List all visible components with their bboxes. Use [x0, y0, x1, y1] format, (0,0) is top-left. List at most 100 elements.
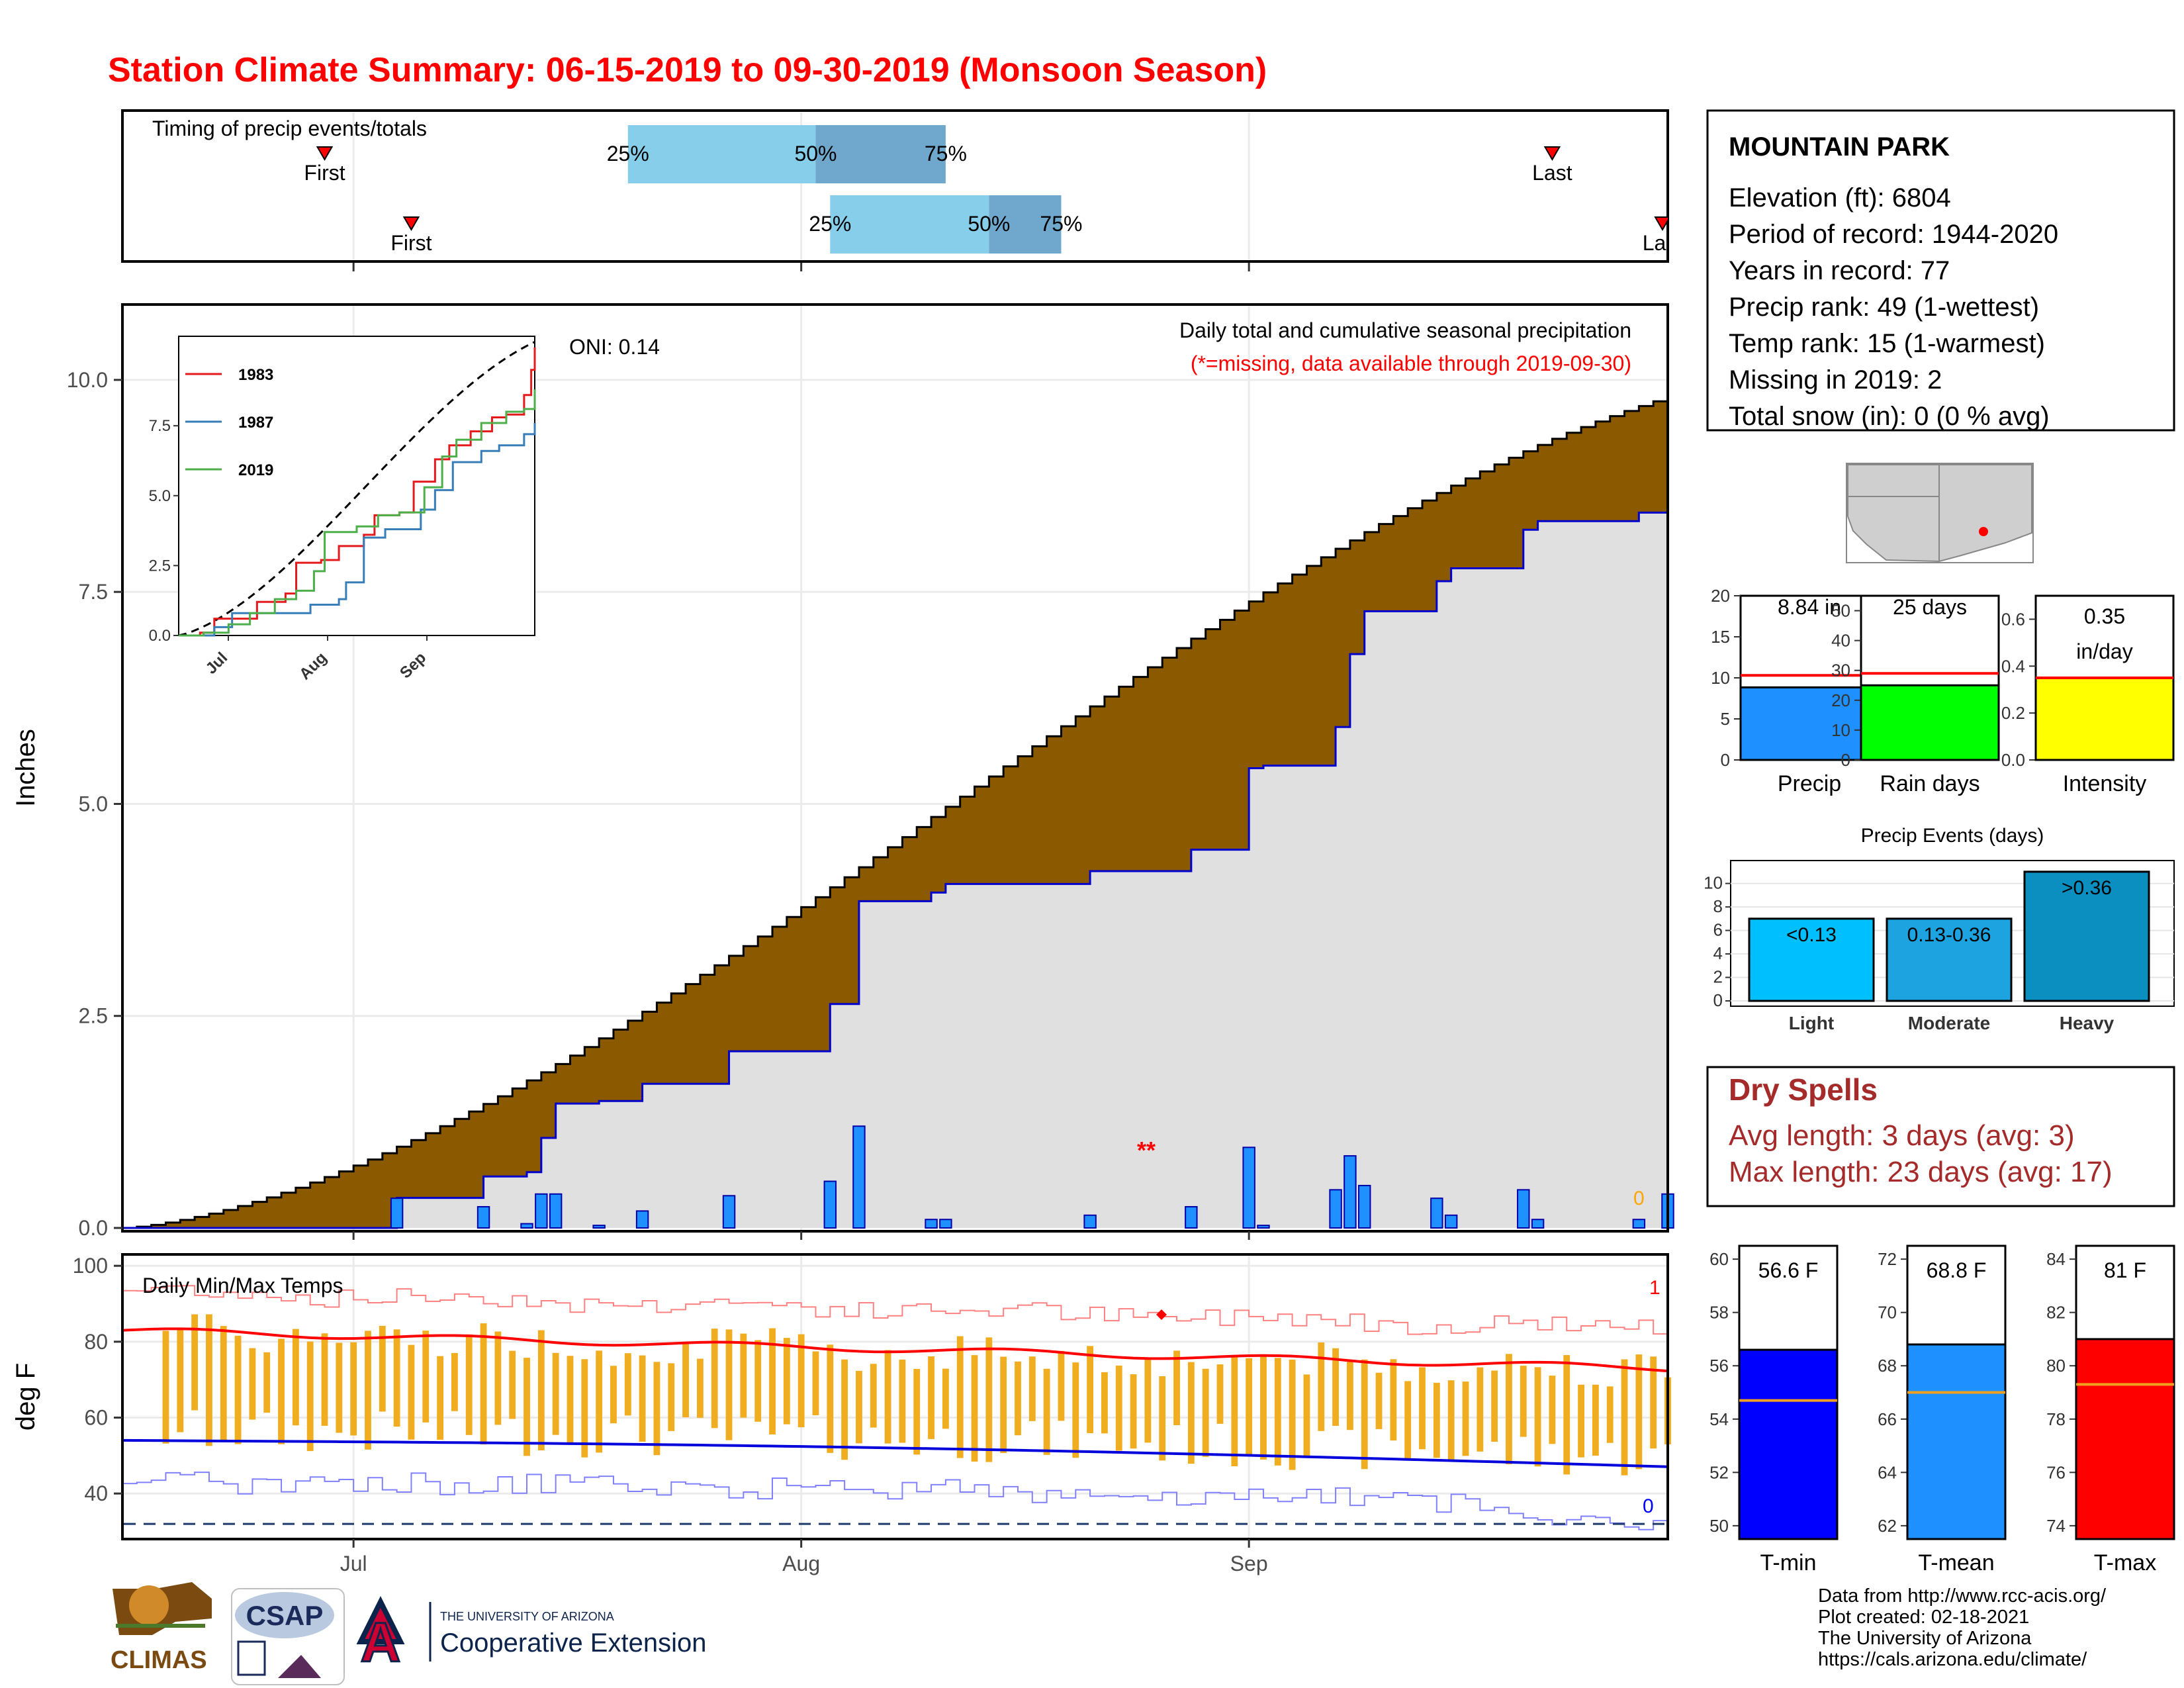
daily-temp-bar [971, 1355, 978, 1462]
inset-y-tick-label: 7.5 [149, 417, 171, 435]
station-name: MOUNTAIN PARK [1729, 132, 1950, 162]
daily-temp-bar [278, 1338, 285, 1444]
daily-temp-bar [1260, 1354, 1267, 1460]
mini-bar-value: 25 days [1893, 595, 1967, 619]
daily-precip-bar [1430, 1197, 1443, 1229]
mini-bar-value-unit: in/day [2076, 639, 2132, 663]
event-bar [1748, 917, 1875, 1002]
temp-panel: Daily Min/Max Temps deg F 1 0 406080100 … [11, 1253, 1671, 1575]
daily-temp-bar [1101, 1372, 1108, 1434]
temp-bar-value: 68.8 F [1927, 1258, 1987, 1282]
events-y-tick-label: 10 [1704, 873, 1723, 893]
mini-bar-tick-label: 0.6 [2001, 609, 2025, 629]
mini-bar-fill [1739, 686, 1880, 761]
daily-temp-bar [610, 1366, 617, 1424]
temp-bar-label: T-max [2094, 1550, 2156, 1575]
daily-temp-bar [451, 1352, 458, 1411]
daily-precip-bar [823, 1180, 837, 1229]
first-event-label: First [304, 161, 345, 185]
daily-temp-bar [827, 1344, 834, 1453]
daily-temp-bar [639, 1355, 646, 1442]
footer-credit-line: The University of Arizona [1818, 1628, 2032, 1649]
daily-temp-bar [653, 1362, 660, 1456]
daily-temp-bar [1419, 1367, 1426, 1450]
daily-temp-bar [1491, 1370, 1498, 1442]
csap-logo-text: CSAP [246, 1600, 324, 1631]
temp-bar-tick-label: 76 [2046, 1462, 2066, 1482]
daily-temp-bar [1289, 1359, 1296, 1470]
event-bar-label: Moderate [1908, 1013, 1990, 1033]
daily-precip-bar [1531, 1219, 1545, 1229]
station-info-line: Missing in 2019: 2 [1729, 365, 1942, 395]
dry-spells-avg: Avg length: 3 days (avg: 3) [1729, 1119, 2075, 1152]
precip-y-tick-label: 0.0 [79, 1216, 108, 1240]
daily-precip-bar [592, 1225, 606, 1229]
temp-bar-tick-label: 74 [2046, 1516, 2066, 1536]
daily-temp-bar [1072, 1362, 1079, 1458]
daily-temp-bar [1606, 1386, 1614, 1443]
event-bar-label: Light [1789, 1013, 1834, 1033]
daily-temp-bar [1346, 1360, 1353, 1430]
temp-count-high: 1 [1649, 1277, 1661, 1299]
daily-temp-bar [899, 1359, 906, 1443]
last-event-label: Last [1643, 231, 1683, 255]
mini-bar-tick-label: 10 [1831, 720, 1850, 740]
daily-temp-bar [552, 1352, 559, 1435]
daily-temp-bar [249, 1348, 256, 1420]
daily-temp-bar [1000, 1356, 1007, 1454]
station-info-line: Years in record: 77 [1729, 256, 1950, 285]
daily-temp-bar [465, 1334, 473, 1435]
page-title: Station Climate Summary: 06-15-2019 to 0… [108, 51, 1267, 89]
daily-temp-bar [1534, 1367, 1541, 1467]
mini-bar-tick-label: 30 [1831, 661, 1850, 680]
temp-bar-tick-label: 60 [1709, 1249, 1729, 1269]
temp-panel-label: Daily Min/Max Temps [142, 1274, 343, 1297]
temp-y-tick-label: 100 [73, 1254, 108, 1278]
daily-temp-bar [206, 1314, 212, 1446]
daily-temp-bar [408, 1344, 415, 1440]
ua-logo: A THE UNIVERSITY OF ARIZONA Cooperative … [356, 1596, 706, 1675]
timing-row-label: Avg [71, 142, 108, 165]
daily-precip-bar [1444, 1214, 1458, 1229]
daily-temp-bar [1058, 1350, 1065, 1421]
event-bar-inner-label: <0.13 [1786, 924, 1837, 946]
events-y-tick-label: 6 [1713, 920, 1723, 940]
inset-legend-label: 2019 [238, 461, 273, 479]
temp-y-tick-label: 80 [84, 1330, 108, 1354]
daily-temp-bar [1433, 1382, 1440, 1458]
daily-temp-bar [1447, 1380, 1455, 1460]
precip-missing-note: (*=missing, data available through 2019-… [1191, 352, 1631, 375]
daily-temp-bar [624, 1353, 631, 1416]
first-event-marker [402, 216, 420, 231]
events-y-tick-label: 4 [1713, 943, 1723, 963]
daily-temp-bar [537, 1330, 545, 1451]
temp-bar-value: 81 F [2104, 1258, 2146, 1282]
mini-bar-value: 0.35 [2084, 604, 2125, 628]
daily-precip-bar [925, 1219, 938, 1229]
daily-temp-bar [1246, 1358, 1253, 1455]
daily-temp-bar [437, 1356, 444, 1440]
daily-temp-bar [292, 1329, 299, 1426]
quartile-label-50: 50% [794, 142, 837, 165]
mini-bar-tick-label: 5 [1721, 709, 1730, 729]
daily-temp-bar [1231, 1356, 1238, 1467]
events-y-tick-label: 8 [1713, 896, 1723, 916]
daily-temp-bar [1549, 1376, 1556, 1444]
avg-high-line [122, 1327, 1668, 1373]
daily-temp-bar [393, 1329, 400, 1427]
daily-temp-bar [797, 1334, 805, 1428]
daily-precip-bar [477, 1205, 490, 1229]
daily-temp-bar [942, 1368, 949, 1429]
dry-spells-box: Dry Spells Avg length: 3 days (avg: 3) M… [1706, 1066, 2175, 1207]
temp-x-tick-label: Sep [1230, 1552, 1268, 1575]
timing-label: Timing of precip events/totals [152, 117, 427, 140]
mini-bar-value: 8.84 in [1778, 595, 1841, 619]
temp-x-tick-label: Aug [782, 1552, 820, 1575]
daily-temp-bar [740, 1333, 747, 1418]
daily-precip-bar [1632, 1219, 1646, 1229]
daily-temp-bar [1115, 1365, 1122, 1451]
mini-bar-label: Precip [1778, 771, 1841, 796]
daily-temp-bar [191, 1314, 199, 1411]
daily-temp-bar [696, 1358, 704, 1418]
